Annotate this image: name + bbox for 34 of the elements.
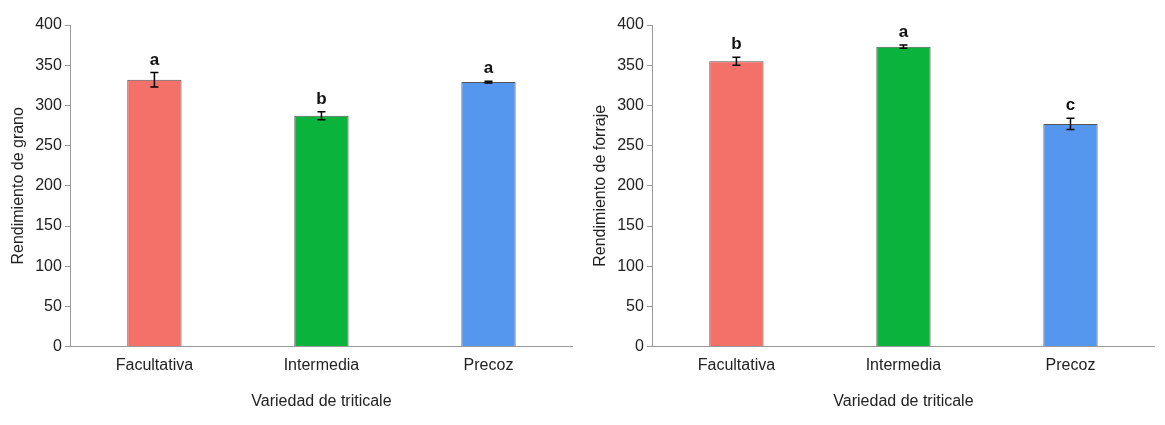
annotation: c <box>1065 95 1076 115</box>
annotation: b <box>731 34 742 54</box>
x-axis-title: Variedad de triticale <box>833 391 974 409</box>
y-tick-label: 0 <box>52 337 62 355</box>
y-tick-label: 350 <box>617 55 644 73</box>
x-tick-label: Facultativa <box>697 355 776 373</box>
y-tick-label: 300 <box>617 95 644 113</box>
y-tick-label: 50 <box>44 296 62 314</box>
x-axis-title: Variedad de triticale <box>251 391 392 409</box>
x-tick-label: Facultativa <box>115 355 194 373</box>
annotation: a <box>149 49 160 69</box>
annotation: b <box>316 89 327 109</box>
y-tick-label: 250 <box>35 136 62 154</box>
annotation: a <box>898 22 909 42</box>
y-tick-label: 200 <box>617 176 644 194</box>
y-tick-label: 100 <box>617 256 644 274</box>
y-tick-label: 400 <box>617 15 644 33</box>
y-tick-label: 150 <box>35 216 62 234</box>
x-tick-label: Precoz <box>1045 355 1096 373</box>
annotation: a <box>483 58 494 78</box>
x-tick-label: Precoz <box>463 355 514 373</box>
y-tick-label: 50 <box>626 296 644 314</box>
x-tick-label: Intermedia <box>283 355 360 373</box>
y-tick-label: 400 <box>35 15 62 33</box>
y-axis-title: Rendimiento de forraje <box>591 104 609 267</box>
y-tick-label: 200 <box>35 176 62 194</box>
y-tick-label: 300 <box>35 95 62 113</box>
y-tick-label: 350 <box>35 55 62 73</box>
y-tick-label: 100 <box>35 256 62 274</box>
y-tick-label: 250 <box>617 136 644 154</box>
x-tick-label: Intermedia <box>865 355 942 373</box>
y-tick-label: 150 <box>617 216 644 234</box>
y-axis-title: Rendimiento de grano <box>9 106 27 265</box>
y-tick-label: 0 <box>634 337 644 355</box>
